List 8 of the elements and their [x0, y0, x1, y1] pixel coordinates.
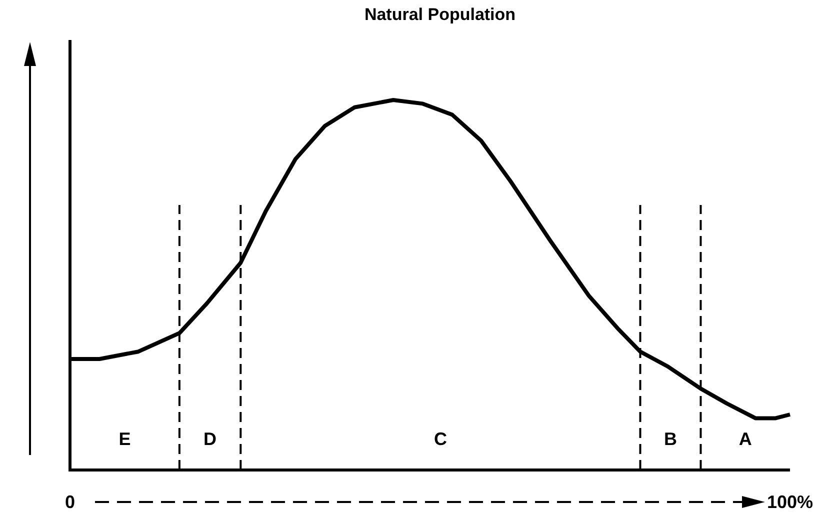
annotation: C	[434, 428, 447, 449]
annotation: D	[204, 428, 217, 449]
annotation: A	[738, 428, 752, 449]
annotation: E	[118, 428, 131, 449]
x-tick-label: 0	[64, 492, 76, 512]
chart-title: Natural Population	[364, 5, 516, 24]
x-tick-label: 100%	[766, 492, 814, 512]
annotation: B	[664, 428, 677, 449]
